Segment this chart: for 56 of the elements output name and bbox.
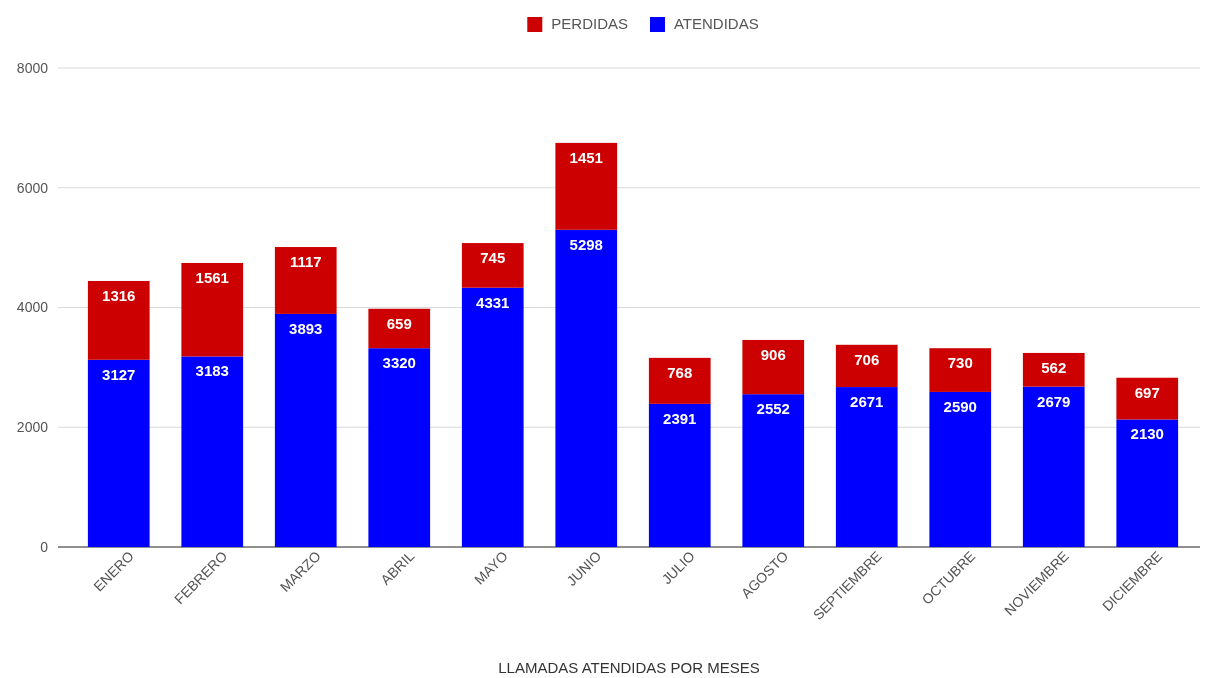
- data-label: 1316: [102, 286, 136, 304]
- bar: [181, 356, 244, 547]
- bar: [87, 359, 150, 547]
- bar: [461, 243, 524, 288]
- bar: [835, 387, 898, 547]
- bar: [1022, 386, 1085, 547]
- data-label: 2130: [1130, 425, 1164, 443]
- data-label: 768: [667, 363, 693, 381]
- data-label: 562: [1041, 358, 1067, 376]
- data-label: 2679: [1037, 392, 1071, 410]
- data-label: 3893: [289, 319, 323, 337]
- data-label: 3320: [382, 354, 416, 372]
- y-tick-label: 4000: [16, 299, 49, 316]
- bar: [742, 394, 805, 547]
- bar: [835, 344, 898, 388]
- bar: [274, 313, 337, 547]
- data-label: 3127: [102, 365, 136, 383]
- bar: [368, 348, 431, 547]
- bar: [181, 262, 244, 357]
- data-label: 659: [386, 314, 412, 332]
- bar: [648, 357, 711, 404]
- bar: [461, 287, 524, 547]
- data-label: 1451: [569, 148, 603, 166]
- bar: [555, 142, 618, 230]
- y-tick-label: 8000: [16, 59, 49, 76]
- bar: [742, 339, 805, 395]
- data-label: 697: [1134, 383, 1160, 401]
- y-tick-label: 0: [40, 538, 49, 555]
- data-label: 2391: [663, 409, 697, 427]
- bar: [87, 280, 150, 360]
- data-label: 730: [947, 354, 973, 372]
- bar: [929, 348, 992, 392]
- data-label: 5298: [569, 235, 603, 253]
- data-label: 706: [854, 350, 880, 368]
- bar: [1022, 352, 1085, 387]
- bar: [368, 308, 431, 349]
- legend-label: ATENDIDAS: [673, 15, 759, 32]
- bar: [1116, 419, 1179, 547]
- data-label: 745: [480, 249, 506, 267]
- bar: [1116, 377, 1179, 420]
- data-label: 3183: [195, 362, 229, 380]
- data-label: 906: [760, 345, 786, 363]
- data-label: 2552: [756, 400, 790, 418]
- bar: [648, 403, 711, 547]
- bar: [274, 247, 337, 314]
- bar: [555, 229, 618, 547]
- y-tick-label: 2000: [16, 419, 49, 436]
- data-label: 4331: [476, 293, 510, 311]
- y-tick-label: 6000: [16, 179, 49, 196]
- data-label: 1117: [289, 253, 322, 271]
- x-axis-title: LLAMADAS ATENDIDAS POR MESES: [498, 659, 760, 676]
- bar: [929, 391, 992, 547]
- data-label: 2671: [850, 393, 884, 411]
- data-label: 2590: [943, 397, 977, 415]
- legend-label: PERDIDAS: [551, 15, 628, 32]
- data-label: 1561: [195, 268, 229, 286]
